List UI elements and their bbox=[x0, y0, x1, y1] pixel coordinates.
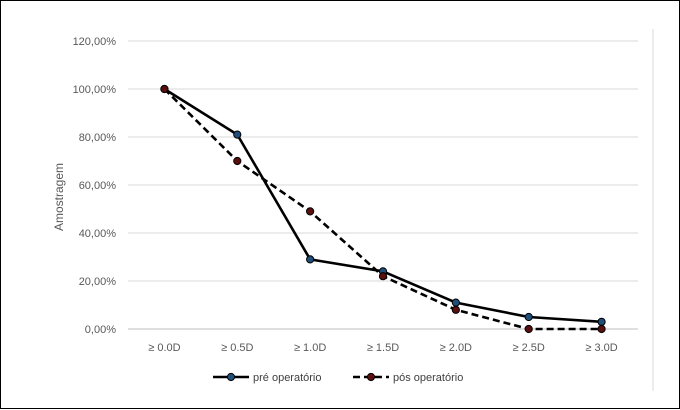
series-2-point bbox=[233, 156, 242, 166]
series-line-2 bbox=[163, 88, 602, 331]
x-tick-label: ≥ 1.5D bbox=[367, 342, 399, 354]
legend-marker-1 bbox=[226, 372, 236, 382]
series-1-point bbox=[451, 298, 460, 307]
legend-label-2: pós operatório bbox=[393, 372, 463, 384]
legend: pré operatório pós operatório bbox=[213, 372, 463, 384]
y-tick-label: 0,00% bbox=[85, 324, 116, 336]
y-axis-title: Amostragem bbox=[52, 163, 66, 231]
x-tick-label: ≥ 2.5D bbox=[513, 342, 545, 354]
y-tick-label: 120,00% bbox=[73, 36, 117, 48]
x-tick-label: ≥ 0.0D bbox=[148, 342, 180, 354]
series-2-point bbox=[524, 324, 533, 334]
series-2-point bbox=[378, 272, 388, 281]
series-1-point bbox=[233, 130, 242, 139]
series-1-point bbox=[524, 312, 533, 322]
y-tick-label: 80,00% bbox=[79, 132, 117, 144]
y-tick-label: 60,00% bbox=[79, 180, 117, 192]
series-2-point bbox=[160, 84, 169, 94]
series-1-point bbox=[306, 255, 315, 264]
series-2-point bbox=[597, 324, 606, 334]
series bbox=[160, 84, 606, 334]
y-axis-ticks: 0,00% 20,00% 40,00% 60,00% 80,00% 100,00% 120,… bbox=[73, 36, 117, 336]
x-tick-label: ≥ 0.5D bbox=[221, 342, 253, 354]
series-1-point bbox=[597, 317, 606, 326]
series-line-1 bbox=[163, 87, 602, 324]
legend-label-1: pré operatório bbox=[253, 372, 322, 384]
series-2-point bbox=[451, 305, 460, 314]
gridlines bbox=[128, 40, 638, 330]
x-tick-label: ≥ 1.0D bbox=[294, 342, 326, 354]
x-axis-ticks: ≥ 0.0D ≥ 0.5D ≥ 1.0D ≥ 1.5D ≥ 2.0D ≥ 2.5D ≥ 3.… bbox=[148, 342, 618, 354]
x-tick-label: ≥ 2.0D bbox=[440, 342, 472, 354]
y-tick-label: 100,00% bbox=[73, 84, 117, 96]
series-2-point bbox=[306, 207, 315, 216]
legend-marker-2 bbox=[366, 372, 376, 382]
x-tick-label: ≥ 3.0D bbox=[585, 342, 617, 354]
y-tick-label: 20,00% bbox=[79, 276, 117, 288]
y-tick-label: 40,00% bbox=[79, 228, 117, 240]
